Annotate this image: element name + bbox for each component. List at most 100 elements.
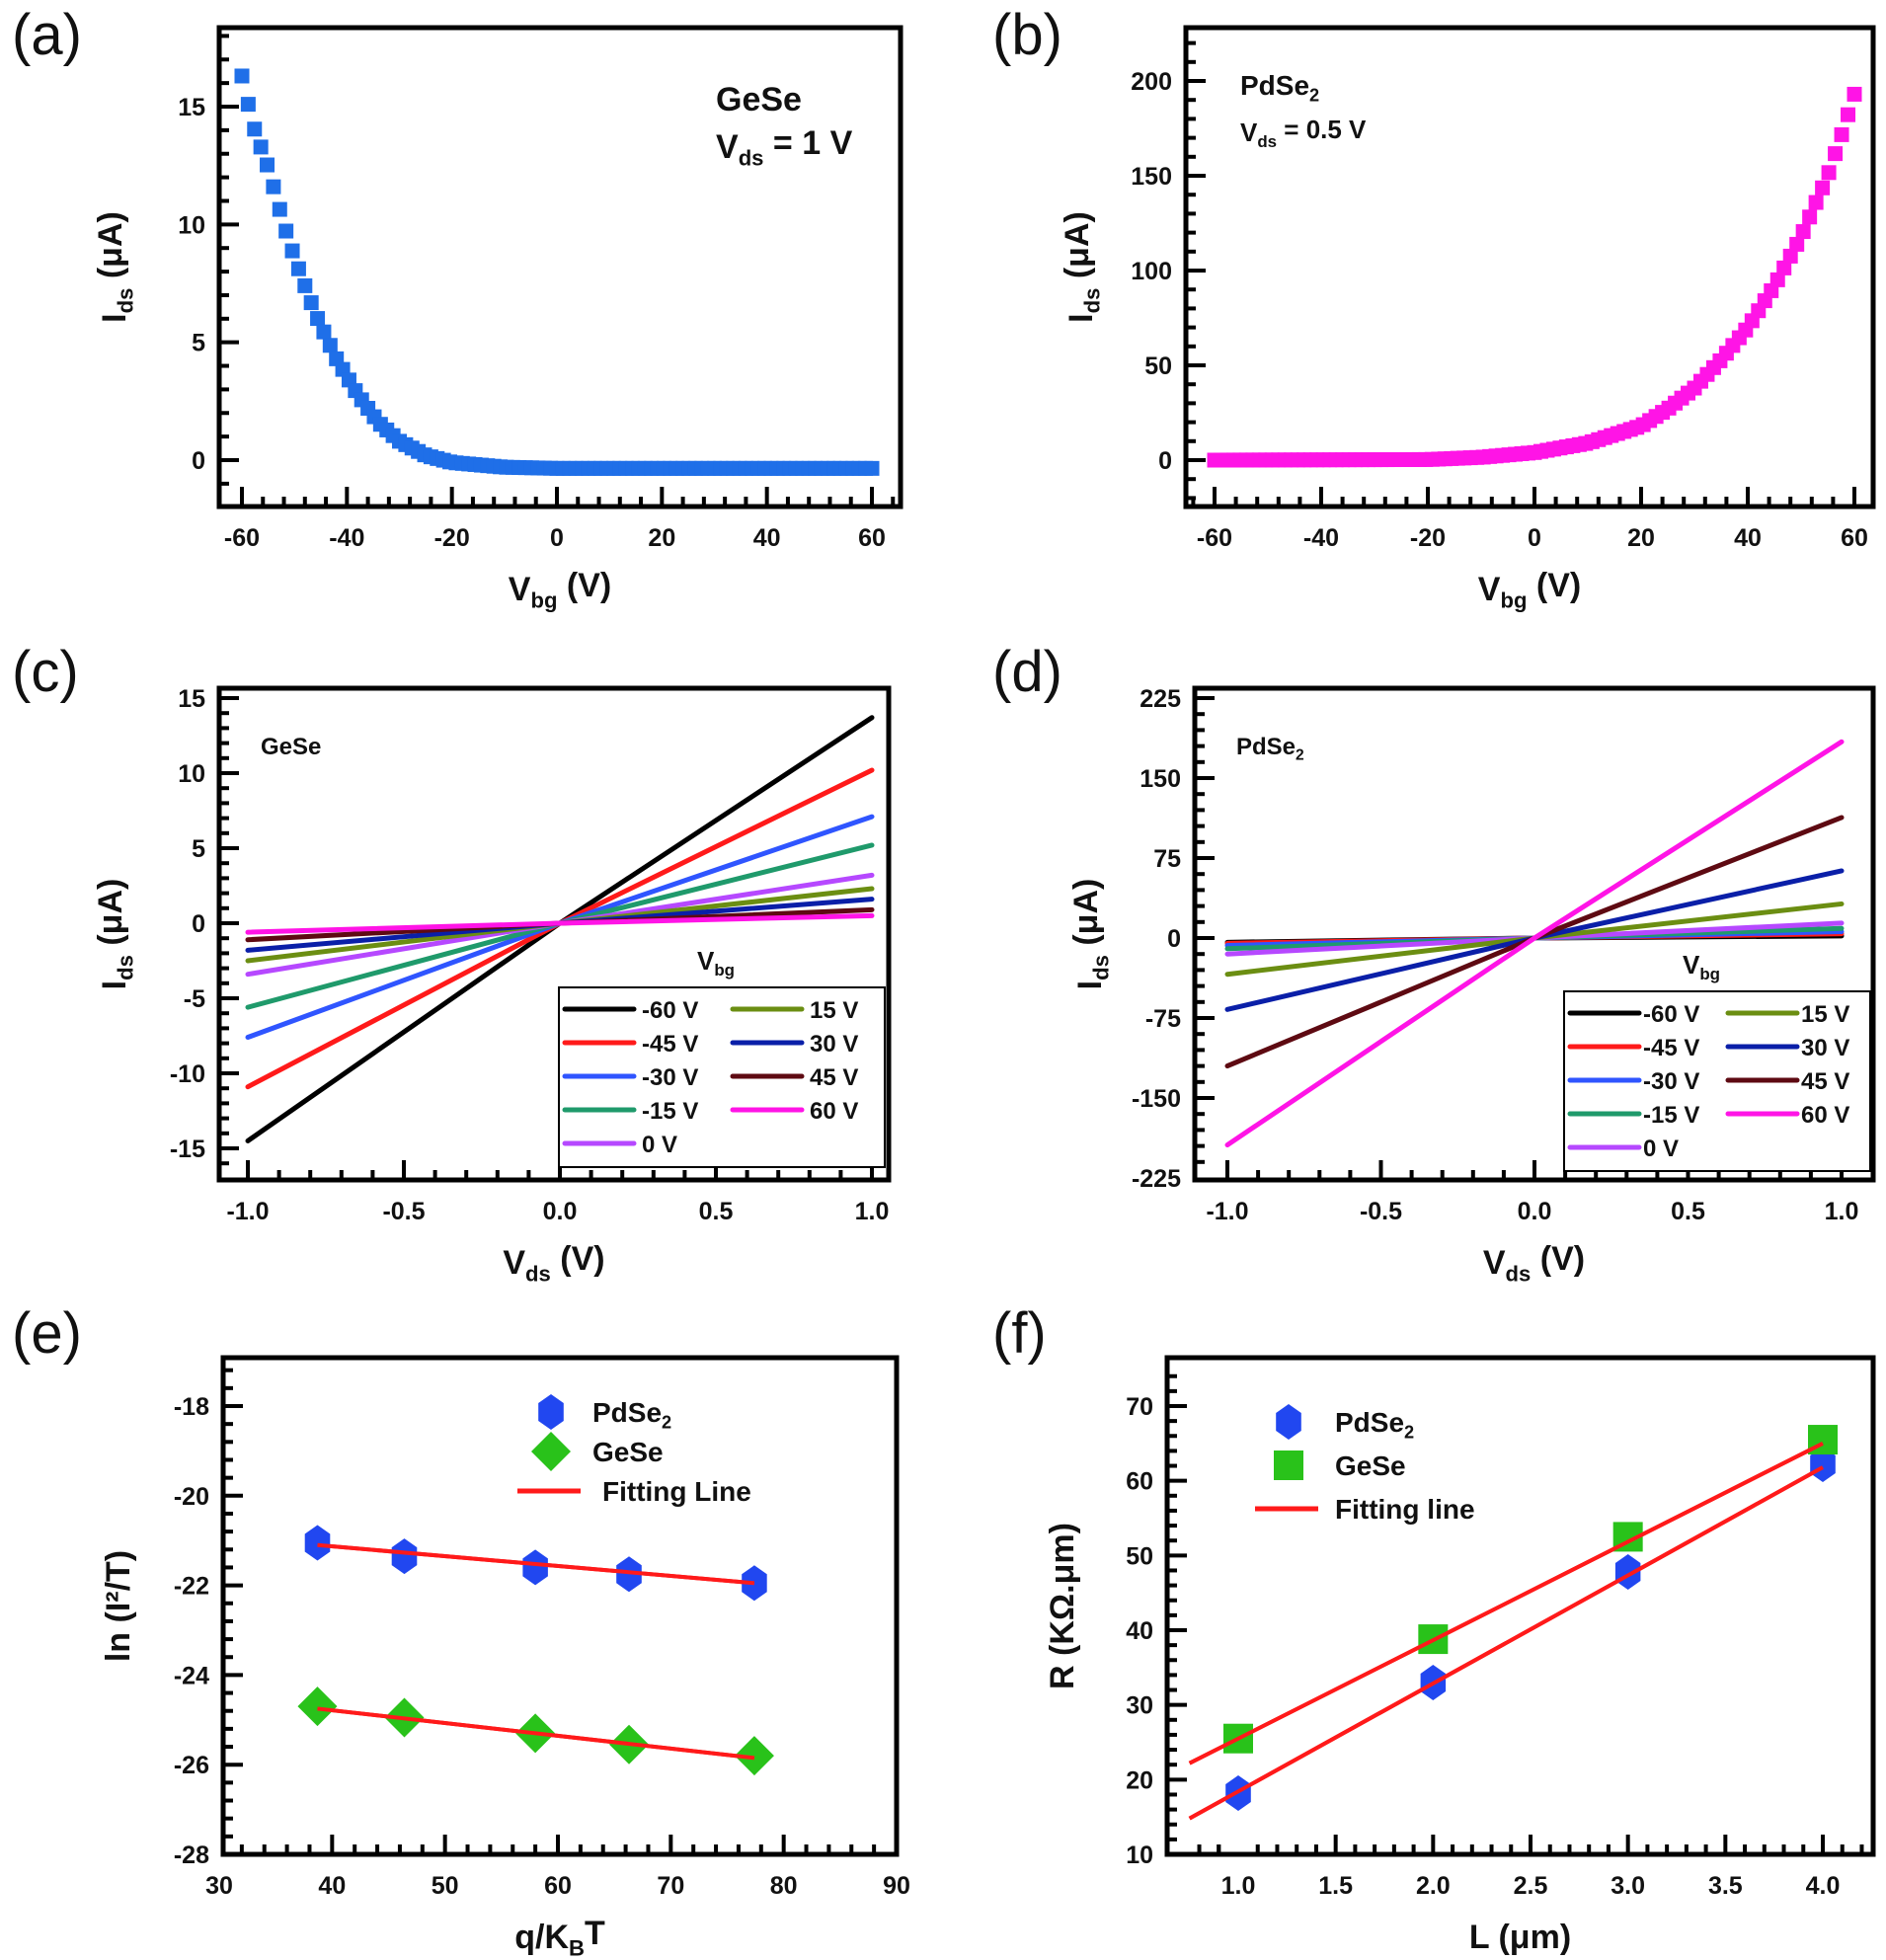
legend-label: 0 V <box>642 1132 677 1158</box>
hexagon-marker <box>1810 1447 1836 1482</box>
data-point <box>322 338 338 353</box>
x-tick-label: -60 <box>1197 524 1232 552</box>
x-tick-label: 0 <box>1528 524 1541 552</box>
fit-line-overlay <box>1188 1442 1824 1765</box>
series-line-right-30 V <box>1532 868 1845 941</box>
vds-annotation-sub: ds <box>739 146 764 171</box>
hexagon-marker <box>391 1538 418 1575</box>
x-tick-label: 40 <box>753 524 781 552</box>
x-tick-label: 3.5 <box>1708 1872 1743 1900</box>
diamond-marker <box>297 1686 338 1727</box>
data-series-PdSe2 <box>1207 86 1862 468</box>
data-point <box>1776 260 1792 275</box>
series-line-left-45 V <box>1224 935 1537 1069</box>
x-axis-label-main: V <box>503 1244 525 1282</box>
series-line-right--30 V <box>557 814 875 926</box>
x-axis-label-main: V <box>509 571 531 608</box>
material-annotation: GeSe <box>261 734 321 760</box>
x-axis-label-tail: (V) <box>1527 567 1581 604</box>
legend-item: -45 V <box>1567 1035 1699 1061</box>
legend-label: GeSe <box>1335 1450 1406 1481</box>
vds-annotation-tail: = 0.5 V <box>1277 115 1367 144</box>
x-tick-label: 0 <box>550 524 564 552</box>
data-point <box>1802 209 1818 225</box>
x-axis-label-sub: bg <box>530 588 557 613</box>
legend: PdSe2 GeSe Fitting Line <box>517 1394 751 1507</box>
data-point <box>1841 107 1856 122</box>
series-line-left-60 V <box>1224 935 1537 1148</box>
y-tick-label: 100 <box>1131 258 1172 285</box>
series-line-right-60 V <box>557 912 875 926</box>
legend-label-main: GeSe <box>1335 1450 1406 1481</box>
legend-item: -30 V <box>562 1064 698 1091</box>
fit-line-overlay <box>317 1706 755 1761</box>
hexagon-marker <box>742 1565 767 1602</box>
data-point <box>290 261 306 276</box>
legend-item: -45 V <box>562 1031 698 1058</box>
legend-title-sub: bg <box>714 961 735 980</box>
x-tick-label: 1.0 <box>1221 1872 1256 1900</box>
y-tick-label: 30 <box>1126 1692 1153 1720</box>
data-series-GeSe <box>297 1686 774 1776</box>
data-point <box>1808 195 1824 210</box>
y-axis-label-main: I <box>1071 980 1109 989</box>
series-line-right-45 V <box>1532 815 1845 941</box>
series-line-left-60 V <box>245 920 563 935</box>
legend-label: -45 V <box>1643 1035 1699 1061</box>
legend-label-sub: 2 <box>1404 1422 1414 1442</box>
panel-label: (d) <box>992 640 1062 704</box>
y-axis-label-main: I <box>96 313 133 322</box>
chart-panel-d: -1.0 -0.5 0.0 0.5 1.0 -225 -150 -75 0 75 150 225 Vds… <box>992 640 1876 1287</box>
x-axis-label-tail: (V) <box>1531 1240 1585 1278</box>
plot-frame <box>216 25 904 510</box>
hexagon-marker <box>1276 1404 1301 1440</box>
y-tick-label: 0 <box>192 910 205 938</box>
legend-item: PdSe2 <box>538 1394 671 1432</box>
y-tick-label: -20 <box>174 1483 209 1511</box>
data-point <box>253 139 269 155</box>
x-tick-label: 1.0 <box>1825 1198 1859 1225</box>
y-tick-label: -225 <box>1132 1165 1181 1193</box>
x-tick-label: -0.5 <box>382 1198 425 1225</box>
legend-title-sub: bg <box>1699 965 1720 983</box>
material-annotation-main: PdSe <box>1236 734 1296 760</box>
chart-panel-a: -60 -40 -20 0 20 40 60 0 5 10 15 Vbg (V) Ids (μA) (a)… <box>12 3 904 613</box>
x-axis-label-main: q/K <box>514 1919 569 1956</box>
y-axis-label: Ids (μA) <box>92 211 138 323</box>
y-axis-label: ln (I²/T) <box>100 1550 137 1662</box>
x-tick-label: 30 <box>205 1872 233 1900</box>
legend: Vbg-60 V 15 V-45 V 30 V-30 V 45 V-15 V 60 V0… <box>1563 950 1871 1172</box>
legend-item: Fitting Line <box>517 1476 751 1507</box>
vds-annotation-main: V <box>1240 118 1258 147</box>
x-tick-label: -0.5 <box>1360 1198 1402 1225</box>
y-tick-label: -28 <box>174 1842 209 1869</box>
y-axis-label-main: I <box>1062 313 1100 322</box>
data-point <box>1847 86 1862 102</box>
y-tick-label: 50 <box>1144 353 1172 380</box>
legend-label: 45 V <box>1801 1068 1849 1095</box>
legend-item: 30 V <box>730 1031 858 1058</box>
x-tick-label: 20 <box>648 524 675 552</box>
x-tick-label: 60 <box>544 1872 572 1900</box>
legend-item: 30 V <box>1725 1035 1849 1061</box>
legend-label: -30 V <box>642 1064 698 1091</box>
legend-label: -60 V <box>642 997 698 1024</box>
material-annotation-sub: 2 <box>1296 746 1304 763</box>
data-point <box>1789 236 1805 252</box>
x-axis-label-sub: bg <box>1500 588 1527 613</box>
y-tick-label: -15 <box>170 1136 205 1163</box>
legend-item: 15 V <box>730 997 858 1024</box>
diamond-marker <box>734 1736 774 1776</box>
x-tick-label: 70 <box>657 1872 684 1900</box>
legend-label: Fitting Line <box>602 1476 751 1507</box>
data-point <box>278 223 294 239</box>
y-axis-label: Ids (μA) <box>1067 879 1114 990</box>
x-axis-label-sub: ds <box>525 1262 551 1287</box>
material-annotation-sub: 2 <box>1309 85 1319 105</box>
legend-label: PdSe2 <box>592 1397 671 1432</box>
y-tick-label: 10 <box>1126 1842 1153 1869</box>
y-axis-label-sub: ds <box>114 288 138 314</box>
y-tick-label: 10 <box>178 211 205 239</box>
y-tick-label: 0 <box>192 447 205 475</box>
x-axis-label: Vbg (V) <box>509 567 611 613</box>
